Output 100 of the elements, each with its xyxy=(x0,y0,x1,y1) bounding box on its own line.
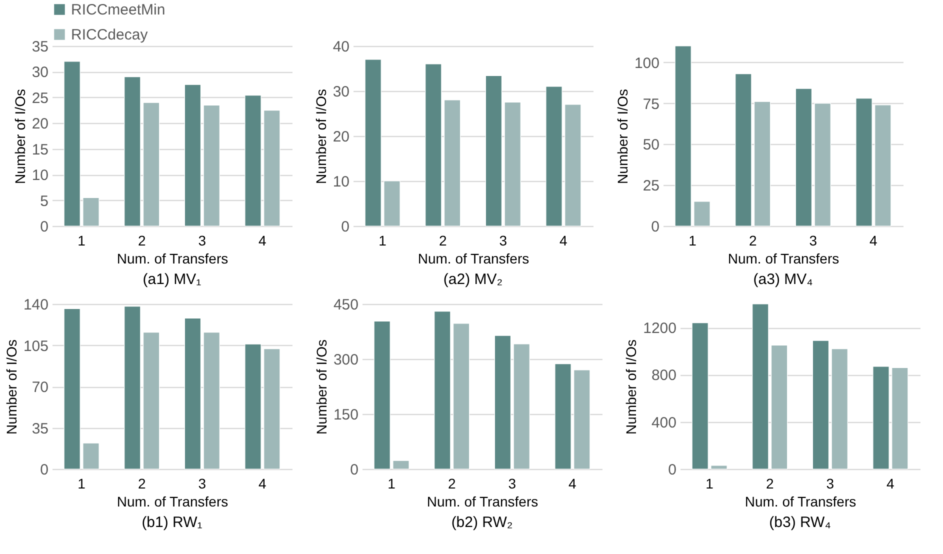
x-tick-label: 4 xyxy=(568,476,577,492)
text: (b1) RW₁ xyxy=(142,514,202,531)
bar xyxy=(546,86,562,226)
bar xyxy=(574,370,590,470)
x-tick-label: 2 xyxy=(448,476,456,492)
bar xyxy=(434,311,451,470)
bar xyxy=(82,197,100,226)
bar xyxy=(795,88,812,226)
bar xyxy=(814,102,831,226)
bar xyxy=(564,104,582,226)
y-tick-label: 105 xyxy=(23,338,48,355)
bar xyxy=(244,344,262,470)
y-axis-title: Number of I/Os xyxy=(313,340,330,434)
x-tick-label: 1 xyxy=(78,476,86,492)
bar xyxy=(513,344,530,470)
x-axis-title: Num. of Transfers xyxy=(116,494,228,510)
y-tick-label: 0 xyxy=(668,462,676,478)
text: (a1) MV₁ xyxy=(142,271,202,288)
y-tick-label: 0 xyxy=(651,218,660,236)
x-tick-label: 2 xyxy=(138,232,146,248)
y-tick-label: 75 xyxy=(642,96,660,113)
bar xyxy=(452,323,470,470)
y-tick-label: 5 xyxy=(40,192,48,210)
x-tick-label: 1 xyxy=(78,232,86,248)
bar xyxy=(264,348,280,470)
y-axis-title: Number of I/Os xyxy=(312,89,329,184)
bar xyxy=(124,76,141,226)
x-tick-label: 1 xyxy=(706,476,714,492)
x-tick-label: 3 xyxy=(809,232,818,248)
bar xyxy=(384,180,400,226)
legend-label: RICCmeetMin xyxy=(71,2,166,18)
bar xyxy=(872,366,890,470)
bar xyxy=(735,74,752,226)
x-axis-title: Num. of Transfers xyxy=(418,250,530,266)
x-tick-label: 3 xyxy=(826,476,834,492)
y-tick-label: 35 xyxy=(32,38,48,56)
y-tick-label: 25 xyxy=(32,90,48,107)
y-tick-label: 0 xyxy=(350,462,358,478)
bar xyxy=(494,335,512,470)
bar xyxy=(184,318,202,470)
y-tick-label: 30 xyxy=(32,64,48,82)
y-tick-label: 1200 xyxy=(643,320,676,338)
bar xyxy=(554,363,572,470)
y-tick-label: 10 xyxy=(332,174,350,190)
y-tick-label: 70 xyxy=(32,379,48,396)
x-tick-label: 4 xyxy=(886,476,895,492)
text: (a2) MV₂ xyxy=(443,271,503,288)
bar xyxy=(752,304,769,470)
y-tick-label: 140 xyxy=(23,296,48,314)
bar xyxy=(674,46,692,226)
x-tick-label: 4 xyxy=(560,232,568,248)
text: (a3) MV₄ xyxy=(753,271,813,288)
bar xyxy=(392,460,410,470)
bar xyxy=(692,322,708,470)
y-tick-label: 0 xyxy=(341,218,350,236)
x-tick-label: 1 xyxy=(688,232,697,248)
y-tick-label: 25 xyxy=(642,178,660,195)
x-tick-label: 2 xyxy=(438,232,447,248)
bar xyxy=(812,340,830,470)
bar xyxy=(874,104,892,226)
bar xyxy=(754,101,771,226)
text: (b2) RW₂ xyxy=(451,514,513,531)
y-tick-label: 300 xyxy=(333,352,358,368)
bar xyxy=(694,201,710,226)
x-tick-label: 3 xyxy=(499,232,508,248)
text: (b3) RW₄ xyxy=(769,514,831,531)
bar xyxy=(892,367,908,470)
x-tick-label: 3 xyxy=(198,232,206,248)
y-tick-label: 20 xyxy=(332,128,350,146)
bar xyxy=(184,84,202,226)
y-tick-label: 400 xyxy=(651,414,676,432)
x-axis-title: Num. of Transfers xyxy=(728,250,840,266)
y-tick-label: 15 xyxy=(32,141,48,158)
x-tick-label: 3 xyxy=(198,476,206,492)
x-tick-label: 1 xyxy=(378,232,387,248)
x-axis-title: Num. of Transfers xyxy=(426,494,538,510)
x-axis-title: Num. of Transfers xyxy=(744,494,856,510)
x-tick-label: 1 xyxy=(388,476,396,492)
x-tick-label: 4 xyxy=(258,232,267,248)
y-tick-label: 30 xyxy=(332,84,350,100)
y-axis-title: Number of I/Os xyxy=(614,89,630,184)
bar xyxy=(82,442,100,470)
bar xyxy=(203,104,220,226)
x-tick-label: 4 xyxy=(870,232,878,248)
bar xyxy=(203,332,220,470)
bar xyxy=(264,110,280,226)
bar xyxy=(374,320,390,470)
bar xyxy=(856,98,872,226)
bar xyxy=(504,102,521,226)
bar xyxy=(64,61,80,226)
y-tick-label: 10 xyxy=(32,167,48,184)
y-tick-label: 100 xyxy=(634,54,660,72)
bar xyxy=(364,59,382,226)
bar xyxy=(444,100,461,226)
bar xyxy=(425,64,442,226)
y-tick-label: 40 xyxy=(332,38,350,56)
y-tick-label: 800 xyxy=(651,367,676,384)
bar xyxy=(710,465,728,470)
y-tick-label: 20 xyxy=(32,116,48,133)
y-tick-label: 0 xyxy=(40,462,48,478)
